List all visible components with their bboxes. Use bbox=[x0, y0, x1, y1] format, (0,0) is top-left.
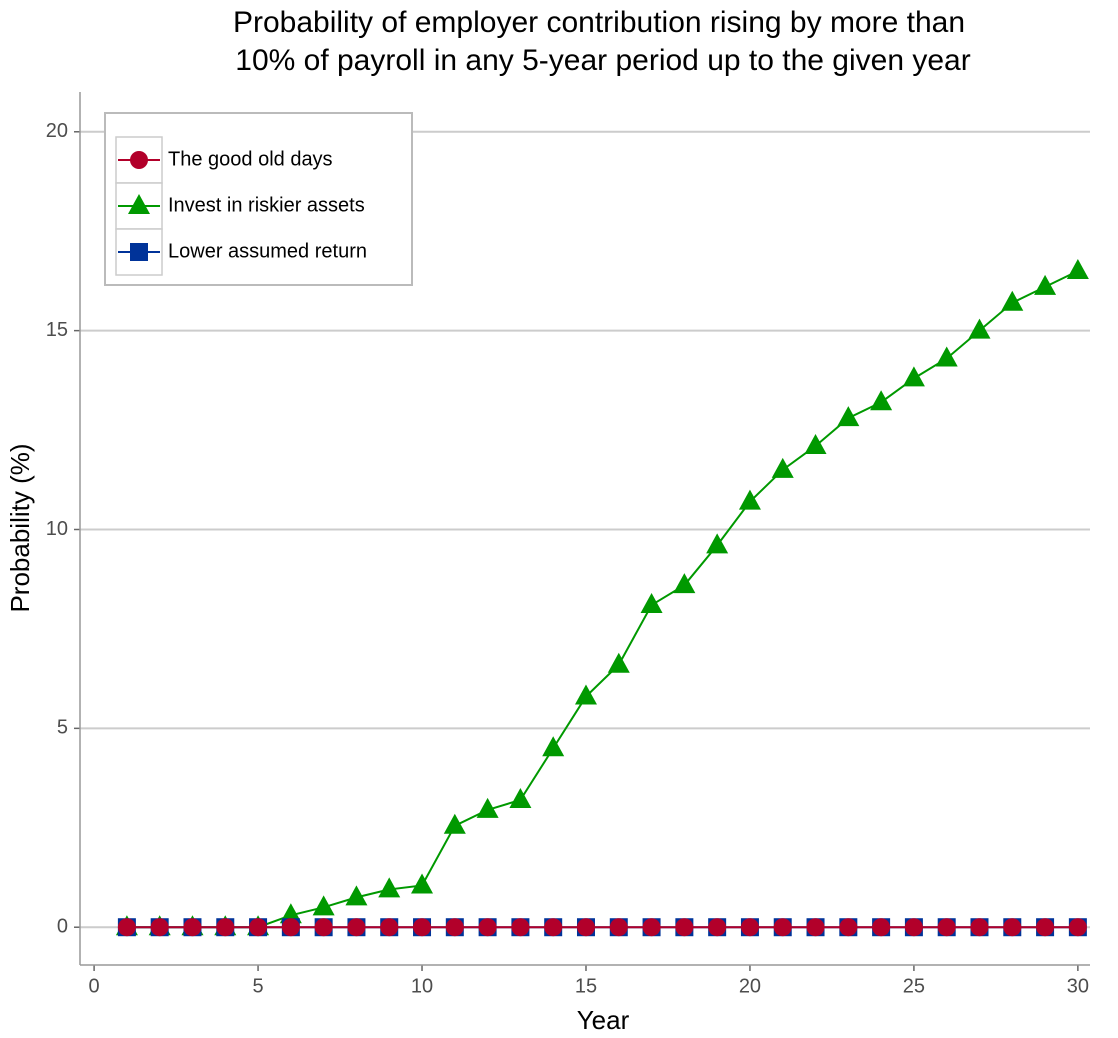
point bbox=[738, 489, 761, 510]
y-axis-label: Probability (%) bbox=[5, 443, 35, 612]
point bbox=[509, 787, 532, 808]
point bbox=[576, 918, 595, 937]
point bbox=[773, 918, 792, 937]
point bbox=[511, 918, 530, 937]
y-tick-label: 20 bbox=[46, 120, 68, 142]
point bbox=[1034, 274, 1057, 295]
point bbox=[673, 573, 696, 594]
point bbox=[347, 918, 366, 937]
chart-title: 10% of payroll in any 5-year period up t… bbox=[235, 44, 970, 77]
x-tick-label: 30 bbox=[1067, 975, 1089, 997]
series-line bbox=[126, 270, 1079, 929]
y-tick-label: 0 bbox=[57, 915, 68, 937]
point bbox=[1066, 258, 1089, 279]
legend-marker bbox=[130, 243, 148, 261]
point bbox=[806, 918, 825, 937]
point bbox=[411, 873, 434, 894]
point bbox=[544, 918, 563, 937]
point bbox=[117, 918, 136, 937]
point bbox=[378, 877, 401, 898]
point bbox=[249, 918, 268, 937]
point bbox=[1001, 290, 1024, 311]
x-tick-label: 5 bbox=[252, 975, 263, 997]
legend-label: The good old days bbox=[168, 148, 333, 170]
point bbox=[870, 390, 893, 411]
point bbox=[706, 533, 729, 554]
y-tick-label: 10 bbox=[46, 518, 68, 540]
point bbox=[771, 457, 794, 478]
point bbox=[640, 593, 663, 614]
point bbox=[413, 918, 432, 937]
point bbox=[345, 885, 368, 906]
point bbox=[804, 433, 827, 454]
point bbox=[839, 918, 858, 937]
point bbox=[609, 918, 628, 937]
point bbox=[445, 918, 464, 937]
point bbox=[935, 346, 958, 367]
point bbox=[708, 918, 727, 937]
point bbox=[312, 895, 335, 916]
legend-label: Lower assumed return bbox=[168, 240, 367, 262]
point bbox=[380, 918, 399, 937]
x-tick-label: 25 bbox=[903, 975, 925, 997]
point bbox=[216, 918, 235, 937]
chart-title: Probability of employer contribution ris… bbox=[233, 6, 965, 39]
point bbox=[675, 918, 694, 937]
point bbox=[478, 918, 497, 937]
point bbox=[740, 918, 759, 937]
point bbox=[968, 318, 991, 339]
y-tick-label: 5 bbox=[57, 717, 68, 739]
legend-marker bbox=[130, 151, 148, 169]
y-tick-label: 15 bbox=[46, 319, 68, 341]
legend: The good old days Invest in riskier asset… bbox=[104, 112, 413, 286]
point bbox=[937, 918, 956, 937]
point bbox=[1068, 918, 1087, 937]
point bbox=[607, 652, 630, 673]
point bbox=[476, 797, 499, 818]
point bbox=[542, 736, 565, 757]
legend-label: Invest in riskier assets bbox=[168, 194, 365, 216]
point bbox=[970, 918, 989, 937]
point bbox=[902, 366, 925, 387]
legend-marker bbox=[128, 194, 150, 214]
point bbox=[574, 684, 597, 705]
x-tick-label: 15 bbox=[575, 975, 597, 997]
point bbox=[872, 918, 891, 937]
x-tick-label: 0 bbox=[89, 975, 100, 997]
x-tick-label: 10 bbox=[411, 975, 433, 997]
point bbox=[837, 406, 860, 427]
point bbox=[642, 918, 661, 937]
point bbox=[1036, 918, 1055, 937]
point bbox=[904, 918, 923, 937]
point bbox=[1003, 918, 1022, 937]
x-axis-label: Year bbox=[577, 1005, 630, 1035]
point bbox=[443, 813, 466, 834]
point bbox=[314, 918, 333, 937]
point bbox=[150, 918, 169, 937]
point bbox=[183, 918, 202, 937]
point bbox=[281, 918, 300, 937]
x-tick-label: 20 bbox=[739, 975, 761, 997]
